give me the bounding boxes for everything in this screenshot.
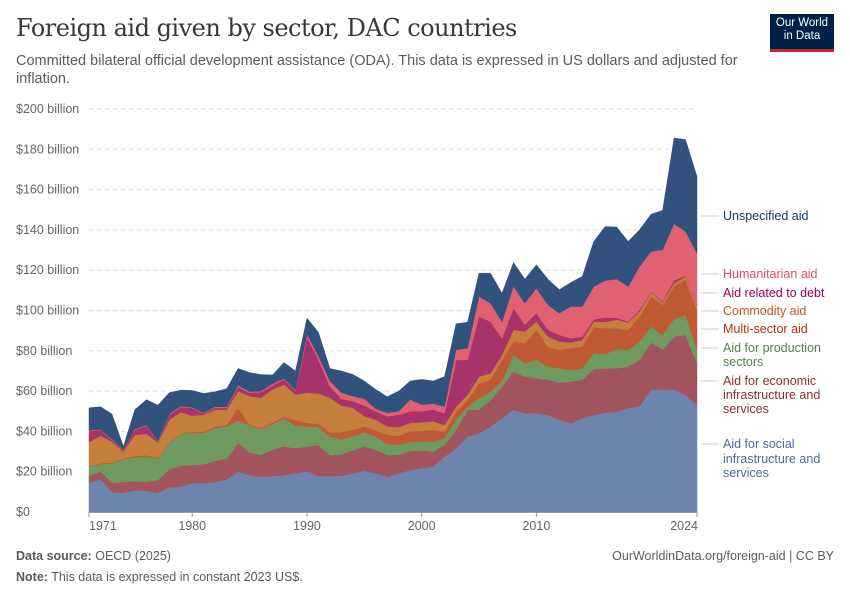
- data-source: Data source: OECD (2025): [16, 549, 171, 563]
- note-text: This data is expressed in constant 2023 …: [51, 570, 303, 584]
- y-tick-label: $100 billion: [16, 304, 79, 318]
- x-tick-label: 1990: [293, 519, 321, 533]
- x-tick-label: 2010: [522, 519, 550, 533]
- y-tick-label: $0: [16, 505, 30, 519]
- y-tick-label: $20 billion: [16, 465, 72, 479]
- y-tick-label: $160 billion: [16, 183, 79, 197]
- legend-label: Commodity aid: [723, 304, 806, 318]
- x-tick-label: 2024: [670, 519, 698, 533]
- area-unspecified-aid: [88, 137, 698, 451]
- footer-url[interactable]: OurWorldinData.org/foreign-aid | CC BY: [612, 549, 834, 563]
- y-tick-label: $140 billion: [16, 223, 79, 237]
- chart-subtitle: Committed bilateral official development…: [16, 53, 738, 87]
- legend-label: Unspecified aid: [723, 209, 809, 223]
- legend-label: Multi-sector aid: [723, 322, 808, 336]
- y-tick-label: $120 billion: [16, 263, 79, 277]
- legend-label: Humanitarian aid: [723, 267, 818, 281]
- chart-title: Foreign aid given by sector, DAC countri…: [16, 14, 517, 42]
- legend-label: Aid for production sectors: [723, 341, 821, 369]
- y-tick-label: $60 billion: [16, 384, 72, 398]
- y-tick-label: $180 billion: [16, 142, 79, 156]
- legend-label: Aid related to debt: [723, 286, 825, 300]
- legend-label: Aid for economic infrastructure and servic…: [723, 374, 820, 416]
- source-label: Data source:: [16, 549, 92, 563]
- y-tick-label: $40 billion: [16, 424, 72, 438]
- y-tick-label: $200 billion: [16, 102, 79, 116]
- y-tick-label: $80 billion: [16, 344, 72, 358]
- x-tick-label: 1971: [89, 519, 117, 533]
- x-tick-label: 2000: [408, 519, 436, 533]
- note-label: Note:: [16, 570, 48, 584]
- owid-logo[interactable]: Our World in Data: [770, 14, 834, 52]
- footnote: Note: This data is expressed in constant…: [16, 570, 303, 584]
- legend-label: Aid for social infrastructure and services: [723, 437, 820, 480]
- x-tick-label: 1980: [178, 519, 206, 533]
- source-value[interactable]: OECD (2025): [95, 549, 171, 563]
